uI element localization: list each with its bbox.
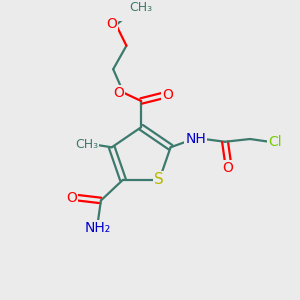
- Text: S: S: [154, 172, 164, 187]
- Text: methoxy: methoxy: [137, 7, 143, 8]
- Text: O: O: [106, 16, 117, 31]
- Text: Cl: Cl: [268, 135, 282, 149]
- Text: CH₃: CH₃: [75, 138, 98, 151]
- Text: NH: NH: [185, 132, 206, 146]
- Text: CH₃: CH₃: [130, 1, 153, 13]
- Text: O: O: [223, 161, 233, 175]
- Text: O: O: [66, 191, 77, 205]
- Text: O: O: [113, 86, 124, 100]
- Text: O: O: [162, 88, 173, 103]
- Text: NH₂: NH₂: [85, 221, 111, 235]
